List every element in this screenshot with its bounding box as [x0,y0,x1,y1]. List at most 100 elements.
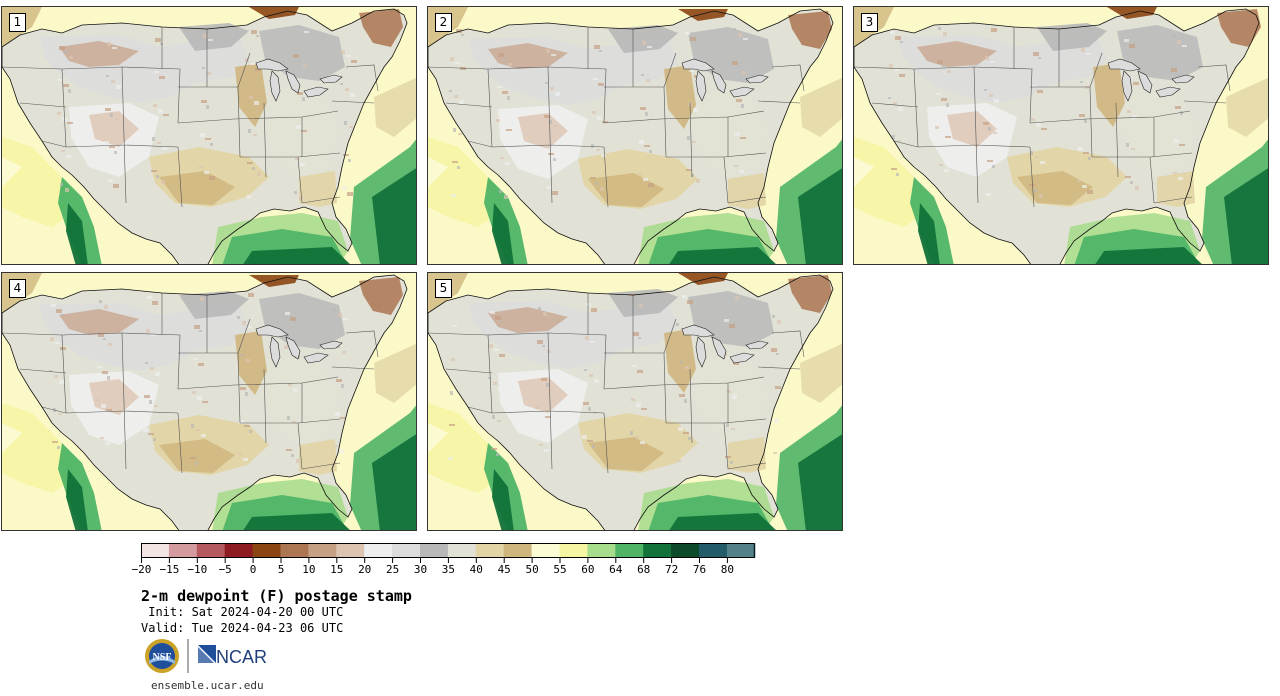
field-speckle [585,336,589,340]
colorbar-tick-label: 68 [637,563,651,576]
init-time: Init: Sat 2024-04-20 00 UTC [141,605,344,619]
field-speckle [202,401,208,403]
field-speckle [730,461,733,464]
field-speckle [488,377,491,379]
field-speckle [936,93,941,95]
dewpoint-region [588,173,664,207]
field-speckle [148,433,154,435]
field-speckle [690,37,696,41]
field-speckle [899,74,905,77]
colorbar-tick-label: −15 [159,563,180,576]
field-speckle [150,367,154,370]
colorbar-bin [280,543,309,558]
field-speckle [285,312,290,315]
field-speckle [1180,111,1183,115]
field-speckle [1130,181,1133,184]
field-speckle [536,373,541,375]
field-speckle [162,147,167,150]
colorbar-labels: −20 −15 −10 −5 0 5 10 15 20 25 30 35 40 45 50 55 60 64 68 7… [0,563,1280,577]
map-fields [2,7,416,264]
field-speckle [149,400,152,404]
field-speckle [988,127,991,131]
dewpoint-region [1217,9,1261,47]
field-speckle [545,82,548,84]
great-lake [1107,58,1141,72]
field-speckle [299,196,303,200]
field-speckle [247,326,252,328]
dewpoint-region [235,63,267,127]
field-speckle [255,68,261,71]
field-speckle [342,351,346,354]
field-speckle [300,163,305,166]
field-speckle [537,340,543,344]
field-speckle [116,85,121,89]
field-speckle [553,158,556,161]
great-lake [269,70,281,102]
field-speckle [112,47,117,49]
field-speckle [547,186,552,189]
field-speckle [97,366,102,368]
dewpoint-region [66,203,88,264]
field-speckle [287,416,290,420]
field-speckle [340,417,346,419]
field-speckle [101,404,106,408]
field-speckle [492,415,495,419]
field-speckle [210,143,213,146]
dewpoint-region [1226,77,1268,137]
field-speckle [937,60,943,64]
field-speckle [631,398,635,401]
dewpoint-region [492,469,514,530]
field-speckle [98,333,104,337]
field-speckle [540,411,545,415]
colorbar-tick-label: 25 [385,563,400,576]
dewpoint-region [669,513,776,530]
field-speckle [547,350,551,353]
field-speckle [343,154,349,156]
field-speckle [449,90,452,92]
field-speckle [495,316,501,320]
dewpoint-region [59,41,139,67]
field-speckle [593,412,597,414]
field-speckle [1081,48,1085,52]
field-speckle [1088,157,1091,160]
map-panel-5: 5 [427,272,843,531]
colorbar-bin [531,543,561,558]
field-speckle [59,46,65,50]
field-speckle [646,79,650,82]
field-speckle [897,140,901,142]
field-speckle [502,91,508,94]
dewpoint-region [66,469,88,530]
dewpoint-region [728,173,766,209]
field-speckle [59,380,64,384]
field-speckle [731,428,735,430]
field-speckle [199,330,202,332]
field-speckle [1182,45,1187,47]
dewpoint-region [235,331,267,395]
dewpoint-region [518,113,568,149]
field-speckle [497,86,502,88]
dewpoint-map [2,7,416,264]
map-panel-4: 4 [1,272,417,531]
field-speckle [491,448,497,450]
field-speckle [733,362,739,365]
field-speckle [209,176,215,180]
field-speckle [987,160,993,162]
colorbar-bin [308,543,337,558]
field-speckle [739,170,744,173]
field-speckle [942,65,945,67]
field-speckle [151,170,157,172]
field-speckle [1041,128,1047,130]
dewpoint-region [1017,171,1093,205]
field-speckle [452,325,457,327]
field-speckle [64,51,67,53]
great-lake [285,336,301,360]
field-speckle [732,61,738,65]
field-speckle [202,67,205,69]
dewpoint-region [669,247,776,264]
field-speckle [679,394,685,397]
field-speckle [544,115,550,118]
field-speckle [1035,156,1039,158]
dewpoint-region [798,434,842,530]
field-speckle [244,425,250,427]
dewpoint-region [918,203,940,264]
